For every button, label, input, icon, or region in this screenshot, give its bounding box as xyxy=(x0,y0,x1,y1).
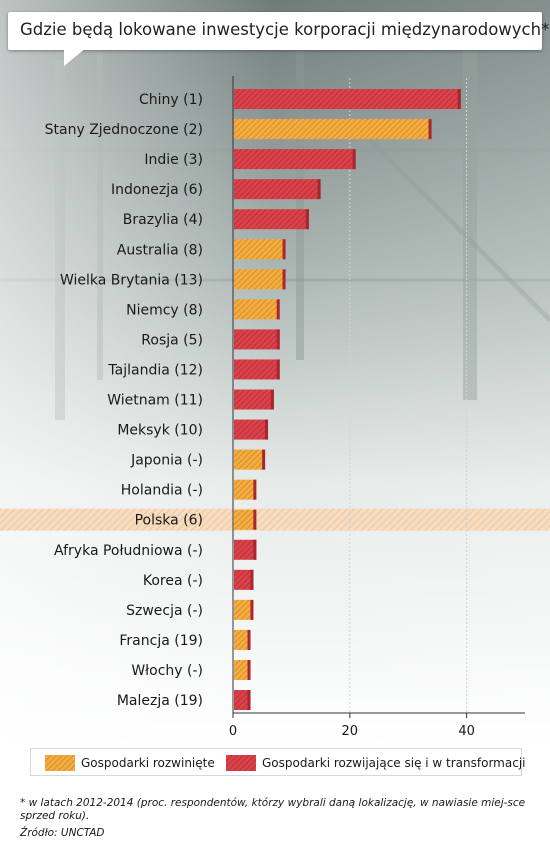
bar-end-cap xyxy=(352,149,356,170)
bar-developing xyxy=(234,89,461,110)
footnote: * w latach 2012-2014 (proc. respondentów… xyxy=(20,797,526,822)
bar-end-cap xyxy=(250,599,254,620)
category-label: Japonia (-) xyxy=(130,453,203,469)
category-label: Australia (8) xyxy=(117,242,203,258)
category-label: Wietnam (11) xyxy=(107,393,203,409)
bar-developing xyxy=(234,179,321,200)
category-label: Stany Zjednoczone (2) xyxy=(45,122,203,138)
bar-developed xyxy=(234,629,251,650)
bar-end-cap xyxy=(265,419,269,440)
bar-end-cap xyxy=(253,539,257,560)
x-tick-label: 40 xyxy=(458,724,475,739)
bar-developed xyxy=(234,269,286,290)
bar-end-cap xyxy=(262,449,266,470)
bar-end-cap xyxy=(276,299,280,320)
legend: Gospodarki rozwinięte Gospodarki rozwija… xyxy=(30,748,526,776)
category-label: Indie (3) xyxy=(144,152,203,168)
category-label: Wielka Brytania (13) xyxy=(60,272,203,288)
category-label: Chiny (1) xyxy=(139,92,203,108)
bar-end-cap xyxy=(317,179,321,200)
bar-developing xyxy=(234,690,251,711)
bar-developing xyxy=(234,359,280,380)
title-callout-tail xyxy=(64,48,86,66)
category-label: Włochy (-) xyxy=(131,663,203,679)
legend-item-developed: Gospodarki rozwinięte xyxy=(45,754,215,772)
bar-end-cap xyxy=(276,359,280,380)
bar-chart: Chiny (1) Stany Zjednoczone (2) Indie (3) I… xyxy=(0,76,550,739)
bar-end-cap xyxy=(247,659,251,680)
bar-developed xyxy=(234,599,254,620)
bar-developed xyxy=(234,299,280,320)
bar-end-cap xyxy=(253,479,257,500)
bar-developing xyxy=(234,329,280,350)
x-tick-label: 20 xyxy=(342,724,359,739)
bar-developed xyxy=(234,119,432,140)
bar-developing xyxy=(234,209,309,230)
category-label: Korea (-) xyxy=(143,573,203,589)
bar-developed xyxy=(234,479,257,500)
category-label: Francja (19) xyxy=(119,633,203,649)
bar-end-cap xyxy=(305,209,309,230)
category-label: Indonezja (6) xyxy=(111,182,203,198)
bar-end-cap xyxy=(282,269,286,290)
bar-end-cap xyxy=(282,239,286,260)
bar-developing xyxy=(234,149,356,170)
bar-developing xyxy=(234,389,274,410)
legend-label-developed: Gospodarki rozwinięte xyxy=(81,756,215,770)
bar-end-cap xyxy=(276,329,280,350)
bar-developed xyxy=(234,239,286,260)
bar-developing xyxy=(234,539,257,560)
category-label: Afryka Południowa (-) xyxy=(54,543,203,559)
legend-swatch-developing xyxy=(226,755,256,771)
x-tick-label: 0 xyxy=(229,724,237,739)
category-label: Holandia (-) xyxy=(121,483,203,499)
bar-end-cap xyxy=(247,629,251,650)
category-label: Tajlandia (12) xyxy=(107,362,203,378)
category-label: Polska (6) xyxy=(135,513,203,529)
bar-end-cap xyxy=(247,690,251,711)
bar-developing xyxy=(234,569,254,590)
bar-developed xyxy=(234,449,266,470)
category-label: Szwecja (-) xyxy=(126,603,203,619)
bar-end-cap xyxy=(428,119,432,140)
category-label: Rosja (5) xyxy=(141,332,203,348)
title-box: Gdzie będą lokowane inwestycje korporacj… xyxy=(8,12,549,50)
highlight-row xyxy=(0,508,550,531)
category-label: Brazylia (4) xyxy=(123,212,203,228)
legend-label-developing: Gospodarki rozwijające się i w transform… xyxy=(262,756,526,770)
chart-title: Gdzie będą lokowane inwestycje korporacj… xyxy=(20,20,550,39)
source-note: Źródło: UNCTAD xyxy=(20,827,105,839)
bar-end-cap xyxy=(270,389,274,410)
bar-end-cap xyxy=(253,509,257,530)
category-label: Niemcy (8) xyxy=(126,302,203,318)
legend-item-developing: Gospodarki rozwijające się i w transform… xyxy=(226,754,526,772)
category-label: Meksyk (10) xyxy=(117,423,203,439)
legend-swatch-developed xyxy=(45,755,75,771)
bar-developing xyxy=(234,419,269,440)
bar-end-cap xyxy=(250,569,254,590)
bar-end-cap xyxy=(457,89,461,110)
bar-developed xyxy=(234,659,251,680)
category-label: Malezja (19) xyxy=(117,693,203,709)
bar-developed xyxy=(234,509,257,530)
